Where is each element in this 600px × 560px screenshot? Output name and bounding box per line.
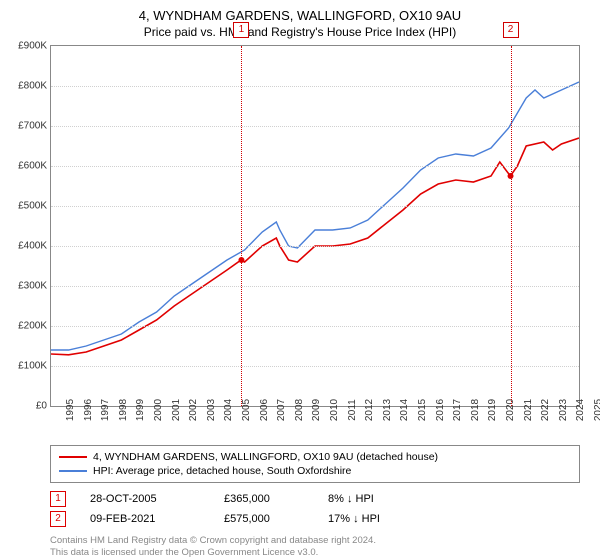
footer-line: This data is licensed under the Open Gov… — [50, 547, 580, 559]
gridline — [51, 206, 579, 207]
legend-swatch — [59, 470, 87, 472]
marker-diff: 8% ↓ HPI — [328, 493, 418, 505]
y-axis-label: £300K — [18, 281, 47, 292]
gridline — [51, 166, 579, 167]
y-axis-label: £900K — [18, 41, 47, 52]
legend-row: HPI: Average price, detached house, Sout… — [59, 464, 571, 478]
chart-lines-svg — [51, 46, 579, 406]
gridline — [51, 246, 579, 247]
y-axis-label: £800K — [18, 81, 47, 92]
legend-row: 4, WYNDHAM GARDENS, WALLINGFORD, OX10 9A… — [59, 450, 571, 464]
marker-date: 09-FEB-2021 — [90, 513, 200, 525]
marker-date: 28-OCT-2005 — [90, 493, 200, 505]
gridline — [51, 366, 579, 367]
marker-box: 1 — [233, 22, 249, 38]
y-axis-label: £100K — [18, 361, 47, 372]
y-axis-label: £500K — [18, 201, 47, 212]
y-axis-label: £700K — [18, 121, 47, 132]
gridline — [51, 286, 579, 287]
marker-diff: 17% ↓ HPI — [328, 513, 418, 525]
y-axis-label: £0 — [36, 401, 47, 412]
chart-title: 4, WYNDHAM GARDENS, WALLINGFORD, OX10 9A… — [0, 0, 600, 23]
y-axis-label: £600K — [18, 161, 47, 172]
marker-table-row: 2 09-FEB-2021 £575,000 17% ↓ HPI — [50, 509, 580, 529]
footer-line: Contains HM Land Registry data © Crown c… — [50, 535, 580, 547]
gridline — [51, 86, 579, 87]
legend-label: HPI: Average price, detached house, Sout… — [93, 465, 351, 477]
marker-id-box: 1 — [50, 491, 66, 507]
legend-label: 4, WYNDHAM GARDENS, WALLINGFORD, OX10 9A… — [93, 451, 438, 463]
marker-id-box: 2 — [50, 511, 66, 527]
marker-price: £575,000 — [224, 513, 304, 525]
marker-line — [241, 46, 242, 406]
marker-table-row: 1 28-OCT-2005 £365,000 8% ↓ HPI — [50, 489, 580, 509]
marker-line — [511, 46, 512, 406]
footer: Contains HM Land Registry data © Crown c… — [50, 535, 580, 560]
y-axis-label: £400K — [18, 241, 47, 252]
legend-swatch — [59, 456, 87, 458]
marker-price: £365,000 — [224, 493, 304, 505]
y-axis-label: £200K — [18, 321, 47, 332]
x-axis-label: 2025 — [579, 399, 600, 421]
series-line — [51, 82, 579, 350]
chart-plot-area: £0£100K£200K£300K£400K£500K£600K£700K£80… — [50, 45, 580, 407]
gridline — [51, 126, 579, 127]
chart-container: 4, WYNDHAM GARDENS, WALLINGFORD, OX10 9A… — [0, 0, 600, 560]
gridline — [51, 326, 579, 327]
marker-box: 2 — [503, 22, 519, 38]
legend: 4, WYNDHAM GARDENS, WALLINGFORD, OX10 9A… — [50, 445, 580, 483]
marker-table: 1 28-OCT-2005 £365,000 8% ↓ HPI 2 09-FEB… — [50, 489, 580, 529]
